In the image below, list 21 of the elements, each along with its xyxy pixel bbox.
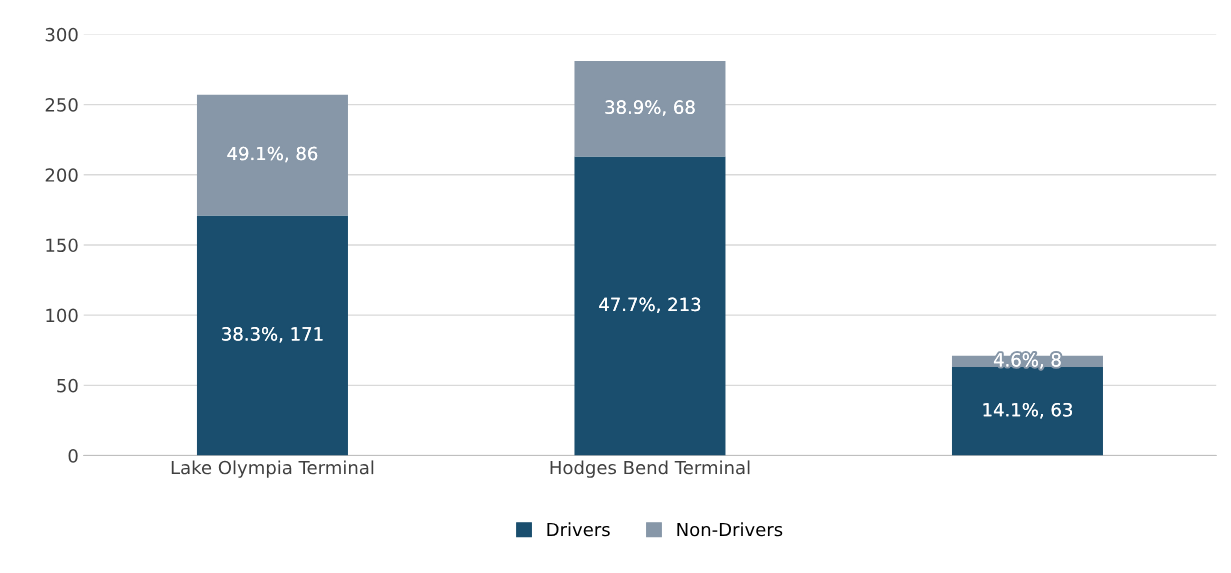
data-label: 38.9%, 68 [605, 100, 695, 116]
data-label: 14.1%, 63 [983, 402, 1072, 419]
y-tick-label: 100 [46, 308, 78, 323]
legend-label: Non-Drivers [677, 522, 783, 537]
y-tick-label: 250 [45, 98, 78, 112]
y-tick-label: 150 [46, 238, 78, 253]
bar [196, 215, 348, 456]
y-tick-label: 50 [57, 378, 78, 393]
data-label: 49.1%, 86 [227, 146, 318, 163]
x-tick-label: Hodges Bend Terminal [550, 460, 750, 478]
y-tick-label: 200 [45, 168, 78, 182]
legend-label: Drivers [547, 522, 610, 537]
bar [196, 94, 348, 216]
bar [574, 156, 726, 456]
bar [951, 367, 1103, 456]
data-label: 47.7%, 213 [599, 297, 701, 314]
bar [574, 61, 726, 157]
x-tick-label: Lake Olympia Terminal [171, 460, 374, 478]
data-label: 38.3%, 171 [222, 327, 323, 343]
y-tick-label: 0 [68, 448, 78, 463]
y-tick-label: 300 [45, 27, 78, 42]
